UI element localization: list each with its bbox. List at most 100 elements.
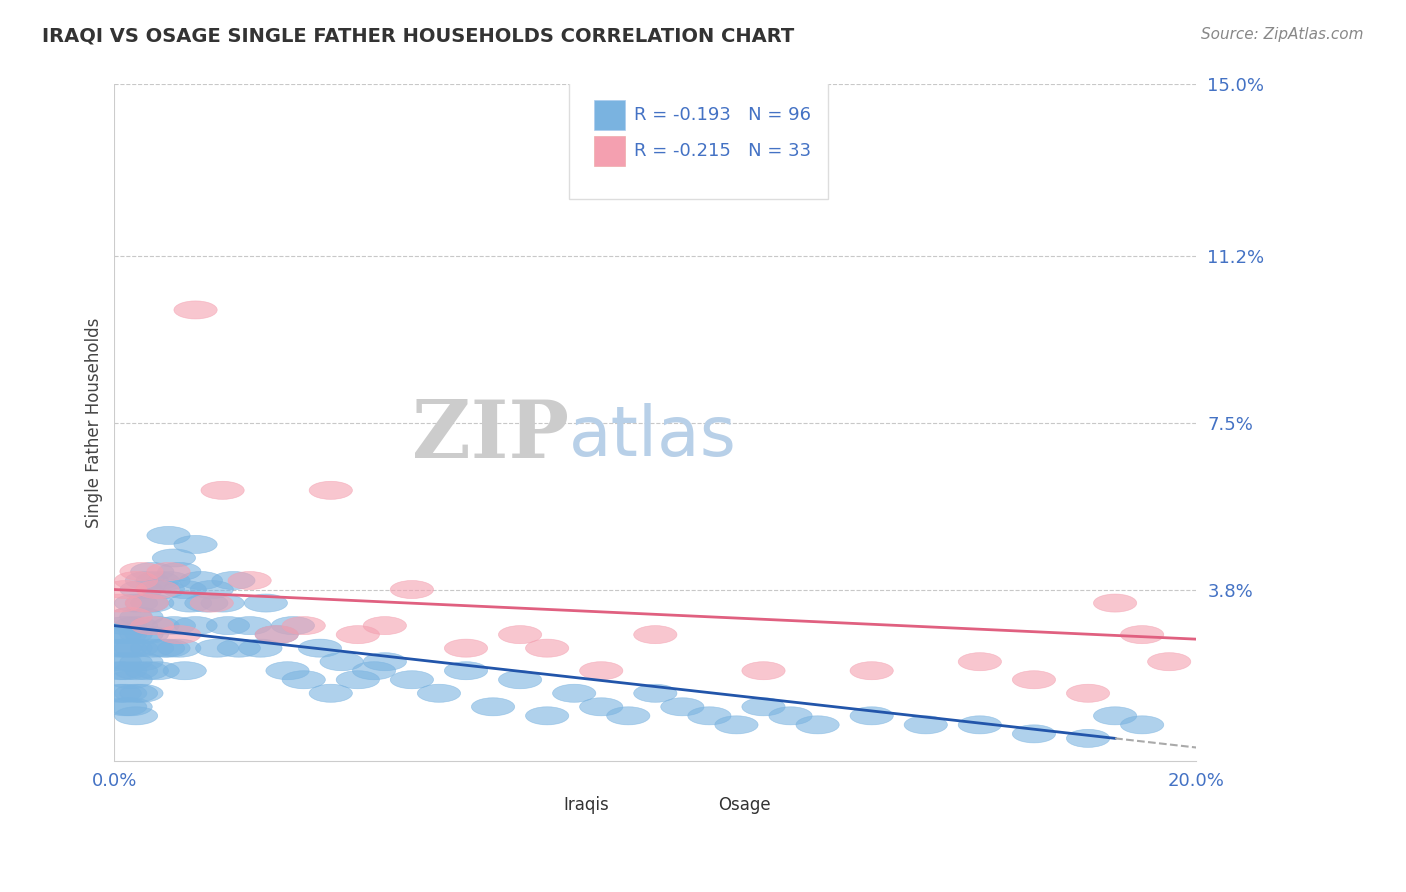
Ellipse shape <box>254 625 298 644</box>
Text: Source: ZipAtlas.com: Source: ZipAtlas.com <box>1201 27 1364 42</box>
Text: R = -0.215   N = 33: R = -0.215 N = 33 <box>634 142 811 160</box>
Ellipse shape <box>1012 725 1056 743</box>
Ellipse shape <box>120 653 163 671</box>
Ellipse shape <box>104 662 146 680</box>
Ellipse shape <box>1012 671 1056 689</box>
Ellipse shape <box>120 625 163 644</box>
Ellipse shape <box>174 616 217 634</box>
Ellipse shape <box>851 706 893 725</box>
Ellipse shape <box>125 662 169 680</box>
Ellipse shape <box>553 684 596 702</box>
Ellipse shape <box>239 640 283 657</box>
Ellipse shape <box>363 616 406 634</box>
Ellipse shape <box>174 301 217 319</box>
Ellipse shape <box>98 625 142 644</box>
Ellipse shape <box>157 563 201 581</box>
Ellipse shape <box>1121 625 1164 644</box>
Ellipse shape <box>98 684 142 702</box>
Ellipse shape <box>254 625 298 644</box>
FancyBboxPatch shape <box>593 100 626 129</box>
Ellipse shape <box>114 684 157 702</box>
Ellipse shape <box>110 653 152 671</box>
Ellipse shape <box>184 594 228 612</box>
Ellipse shape <box>98 640 142 657</box>
Ellipse shape <box>418 684 461 702</box>
Ellipse shape <box>146 640 190 657</box>
Ellipse shape <box>98 662 142 680</box>
Ellipse shape <box>321 653 363 671</box>
Ellipse shape <box>125 594 169 612</box>
Ellipse shape <box>157 640 201 657</box>
Ellipse shape <box>136 616 180 634</box>
Ellipse shape <box>959 653 1001 671</box>
Ellipse shape <box>769 706 813 725</box>
Ellipse shape <box>120 684 163 702</box>
Ellipse shape <box>212 572 254 590</box>
Ellipse shape <box>742 662 785 680</box>
Text: IRAQI VS OSAGE SINGLE FATHER HOUSEHOLDS CORRELATION CHART: IRAQI VS OSAGE SINGLE FATHER HOUSEHOLDS … <box>42 27 794 45</box>
Ellipse shape <box>163 662 207 680</box>
Ellipse shape <box>336 625 380 644</box>
Ellipse shape <box>114 706 157 725</box>
Ellipse shape <box>714 715 758 734</box>
Ellipse shape <box>142 581 184 599</box>
Ellipse shape <box>104 616 146 634</box>
Ellipse shape <box>1121 715 1164 734</box>
Ellipse shape <box>391 671 433 689</box>
Ellipse shape <box>1147 653 1191 671</box>
Ellipse shape <box>851 662 893 680</box>
Ellipse shape <box>298 640 342 657</box>
Ellipse shape <box>471 698 515 715</box>
Ellipse shape <box>190 581 233 599</box>
Ellipse shape <box>125 594 169 612</box>
Ellipse shape <box>391 581 433 599</box>
Ellipse shape <box>131 563 174 581</box>
Ellipse shape <box>228 616 271 634</box>
Ellipse shape <box>228 572 271 590</box>
Ellipse shape <box>157 625 201 644</box>
Ellipse shape <box>207 616 250 634</box>
Ellipse shape <box>152 549 195 567</box>
Ellipse shape <box>169 594 212 612</box>
Ellipse shape <box>217 640 260 657</box>
Ellipse shape <box>110 625 152 644</box>
Ellipse shape <box>526 706 569 725</box>
Ellipse shape <box>634 684 676 702</box>
Ellipse shape <box>796 715 839 734</box>
Ellipse shape <box>1094 594 1136 612</box>
Ellipse shape <box>336 671 380 689</box>
Ellipse shape <box>152 616 195 634</box>
Ellipse shape <box>688 706 731 725</box>
Ellipse shape <box>190 594 233 612</box>
Ellipse shape <box>131 640 174 657</box>
Ellipse shape <box>114 594 157 612</box>
Ellipse shape <box>271 616 315 634</box>
Text: R = -0.193   N = 96: R = -0.193 N = 96 <box>634 106 811 124</box>
Ellipse shape <box>146 572 190 590</box>
Ellipse shape <box>120 607 163 625</box>
Ellipse shape <box>201 594 245 612</box>
Ellipse shape <box>444 640 488 657</box>
Ellipse shape <box>120 563 163 581</box>
Ellipse shape <box>131 594 174 612</box>
Ellipse shape <box>579 662 623 680</box>
FancyBboxPatch shape <box>675 795 710 816</box>
Ellipse shape <box>526 640 569 657</box>
Ellipse shape <box>104 581 146 599</box>
Ellipse shape <box>606 706 650 725</box>
Ellipse shape <box>163 581 207 599</box>
FancyBboxPatch shape <box>593 136 626 166</box>
Ellipse shape <box>110 640 152 657</box>
Ellipse shape <box>114 572 157 590</box>
Ellipse shape <box>195 640 239 657</box>
Text: ZIP: ZIP <box>412 397 569 475</box>
Ellipse shape <box>104 640 146 657</box>
Ellipse shape <box>245 594 287 612</box>
Ellipse shape <box>499 625 541 644</box>
Ellipse shape <box>136 662 180 680</box>
Ellipse shape <box>904 715 948 734</box>
Ellipse shape <box>110 607 152 625</box>
Ellipse shape <box>499 671 541 689</box>
Ellipse shape <box>110 698 152 715</box>
Ellipse shape <box>104 625 146 644</box>
